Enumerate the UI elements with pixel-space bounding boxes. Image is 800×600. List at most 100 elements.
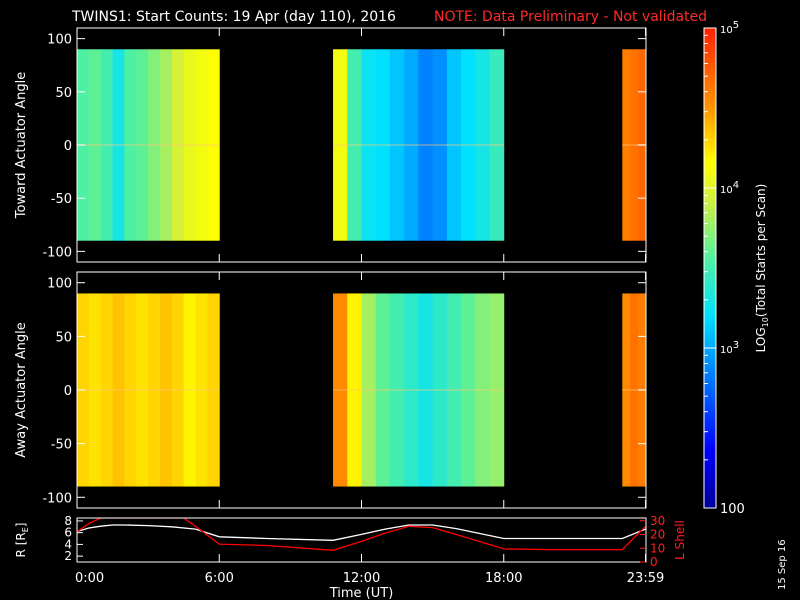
- toward-ytick-label: 100: [47, 33, 72, 48]
- toward-heatmap-cell: [171, 49, 185, 241]
- colorbar-tick-label: 100: [720, 502, 745, 517]
- away-ytick-label: -50: [51, 438, 72, 453]
- away-heatmap-cell: [207, 293, 220, 487]
- colorbar-tick-base: 100: [720, 502, 745, 517]
- away-ytick-label: 0: [64, 384, 72, 399]
- away-heatmap-cell: [195, 293, 208, 487]
- toward-y-axis-label: Toward Actuator Angle: [14, 72, 29, 219]
- toward-heatmap-cell: [446, 49, 462, 241]
- left-ytick-label: 4: [64, 537, 72, 551]
- toward-heatmap-cell: [136, 49, 149, 241]
- away-heatmap-cell: [418, 293, 434, 487]
- toward-heatmap-cell: [432, 49, 448, 241]
- colorbar-tick-base: 10: [720, 345, 733, 356]
- colorbar-tick-base: 10: [720, 25, 733, 36]
- toward-heatmap-cell: [88, 49, 102, 241]
- away-heatmap-cell: [347, 293, 362, 487]
- xtick-label: 0:00: [75, 571, 104, 586]
- date-stamp: 15 Sep 16: [777, 539, 788, 590]
- radius-series-line: [77, 524, 646, 541]
- left-y-axis-label-main: R [R: [14, 532, 28, 557]
- colorbar-label-main: LOG: [754, 327, 768, 352]
- toward-heatmap-cell: [622, 49, 631, 241]
- away-heatmap-cell: [622, 293, 631, 487]
- away-heatmap-cell: [375, 293, 391, 487]
- away-heatmap-cell: [489, 293, 505, 487]
- toward-heatmap-cell: [404, 49, 419, 241]
- toward-heatmap-cell: [361, 49, 377, 241]
- left-ytick-label: 8: [64, 514, 72, 528]
- right-ytick-label: 20: [650, 528, 665, 542]
- left-y-axis-label: R [RE]: [14, 523, 30, 558]
- lshell-series-line: [77, 518, 646, 551]
- away-heatmap-cell: [88, 293, 102, 487]
- away-heatmap-cell: [159, 293, 173, 487]
- away-ytick-label: 50: [55, 330, 72, 345]
- colorbar-tick-base: 10: [720, 185, 733, 196]
- away-heatmap-cell: [136, 293, 149, 487]
- toward-heatmap-cell: [183, 49, 197, 241]
- preliminary-note: NOTE: Data Preliminary - Not validated: [434, 9, 707, 25]
- toward-ytick-label: -50: [51, 192, 72, 207]
- away-heatmap-cell: [333, 293, 348, 487]
- chart-title: TWINS1: Start Counts: 19 Apr (day 110), …: [71, 9, 396, 25]
- away-heatmap-cell: [475, 293, 491, 487]
- away-heatmap-cell: [446, 293, 462, 487]
- toward-heatmap-cell: [389, 49, 405, 241]
- away-y-axis-label: Away Actuator Angle: [14, 322, 29, 457]
- toward-heatmap-cell: [418, 49, 434, 241]
- away-ytick-label: -100: [42, 491, 72, 506]
- toward-actuator-heatmap-panel: 100 50 0 -50 -100 Toward Actuator Angle: [14, 27, 647, 263]
- toward-heatmap-cell: [461, 49, 476, 241]
- away-heatmap-cell: [404, 293, 419, 487]
- toward-heatmap-cell: [333, 49, 348, 241]
- toward-ytick-label: -100: [42, 245, 72, 260]
- away-heatmap-cell: [124, 293, 137, 487]
- xtick-label: 12:00: [343, 571, 380, 586]
- colorbar-label-rest: (Total Starts per Scan): [754, 184, 768, 318]
- toward-heatmap-cell: [630, 49, 639, 241]
- toward-ytick-label: 0: [64, 139, 72, 154]
- colorbar-tick-label: 105: [720, 20, 739, 36]
- away-actuator-heatmap-panel: 100 50 0 -50 -100 Away Actuator Angle: [14, 271, 647, 509]
- colorbar-tick-label: 104: [720, 180, 739, 196]
- toward-heatmap-cell: [489, 49, 505, 241]
- left-y-axis-label-end: ]: [14, 523, 28, 528]
- toward-heatmap-cell: [159, 49, 173, 241]
- away-heatmap-cell: [461, 293, 476, 487]
- toward-heatmap-cell: [347, 49, 362, 241]
- right-ytick-label: 30: [650, 514, 665, 528]
- colorbar-tick-exponent: 3: [733, 340, 739, 351]
- toward-heatmap-cell: [195, 49, 208, 241]
- right-ytick-label: 10: [650, 541, 665, 555]
- left-ytick-label: 2: [64, 549, 72, 563]
- colorbar-tick-exponent: 4: [733, 180, 739, 191]
- toward-heatmap-cell: [375, 49, 391, 241]
- toward-heatmap-cell: [475, 49, 491, 241]
- away-heatmap-cell: [100, 293, 114, 487]
- x-axis-label: Time (UT): [329, 586, 394, 600]
- away-heatmap-cell: [361, 293, 377, 487]
- away-heatmap-cell: [171, 293, 185, 487]
- toward-heatmap-cell: [112, 49, 125, 241]
- left-ytick-label: 6: [64, 526, 72, 540]
- away-heatmap-cell: [148, 293, 161, 487]
- toward-ytick-label: 50: [55, 86, 72, 101]
- right-y-axis-label: L Shell: [673, 520, 687, 560]
- away-ytick-label: 100: [47, 277, 72, 292]
- xtick-label: 23:59: [627, 571, 664, 586]
- away-heatmap-cell: [183, 293, 197, 487]
- away-heatmap-cell: [389, 293, 405, 487]
- away-heatmap-cell: [630, 293, 639, 487]
- colorbar-gradient: [703, 27, 717, 509]
- toward-heatmap-cell: [207, 49, 220, 241]
- xtick-label: 6:00: [205, 571, 234, 586]
- left-y-axis-label-sub: E: [21, 527, 30, 532]
- colorbar-label: LOG10(Total Starts per Scan): [754, 184, 770, 353]
- xtick-label: 18:00: [485, 571, 522, 586]
- colorbar-tick-exponent: 5: [733, 20, 739, 31]
- away-heatmap-cell: [432, 293, 448, 487]
